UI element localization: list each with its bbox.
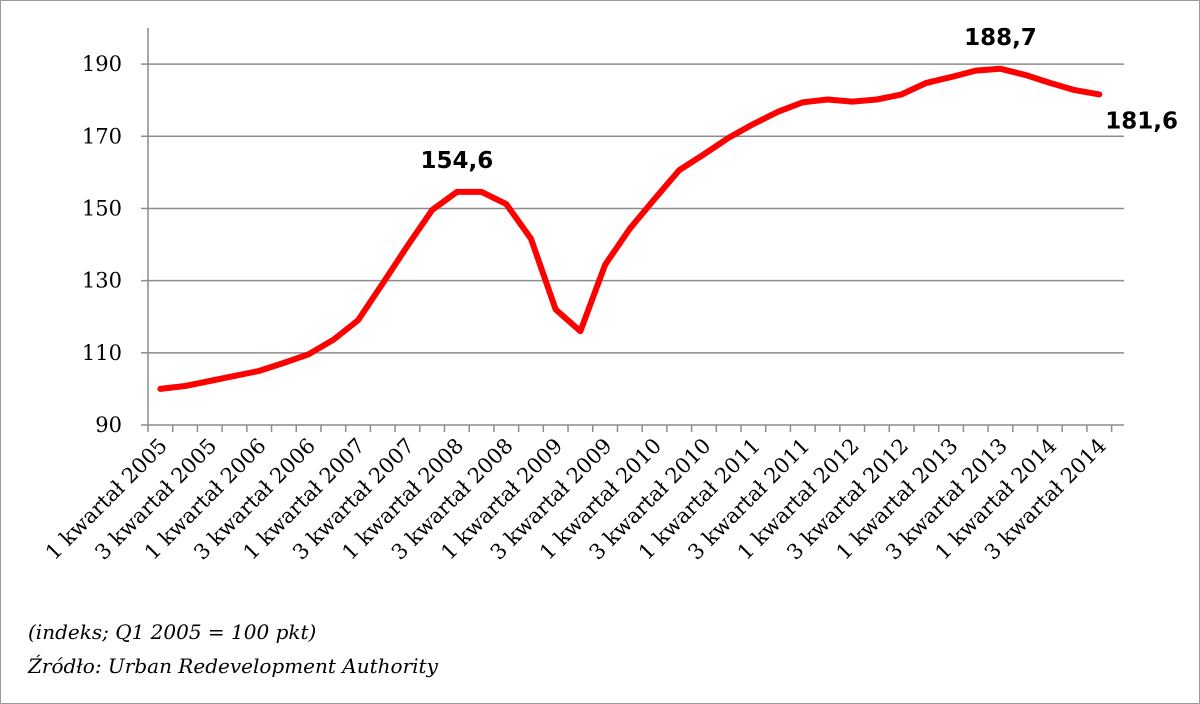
data-label: 154,6: [420, 148, 493, 174]
data-labels: 154,6 188,7 181,6: [420, 25, 1178, 174]
y-axis-ticks: 90 110 130 150 170 190: [82, 52, 148, 437]
series: [157, 65, 1103, 392]
y-tick-label: 190: [82, 52, 122, 76]
index-note: (indeks; Q1 2005 = 100 pkt): [28, 620, 317, 644]
y-tick-label: 130: [82, 269, 122, 293]
y-tick-label: 90: [95, 413, 122, 437]
axes: [147, 28, 1124, 426]
gridlines: [148, 63, 1124, 354]
data-label: 188,7: [964, 25, 1037, 51]
y-tick-label: 170: [82, 124, 122, 148]
y-tick-label: 150: [82, 196, 122, 220]
data-label: 181,6: [1105, 108, 1178, 134]
series-line: [157, 65, 1103, 392]
source-note: Źródło: Urban Redevelopment Authority: [28, 654, 438, 678]
y-tick-label: 110: [82, 341, 122, 365]
